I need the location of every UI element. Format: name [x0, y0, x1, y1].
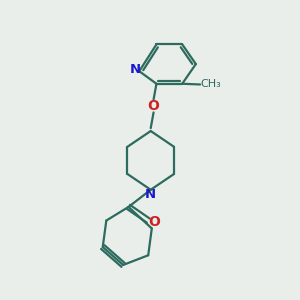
Text: CH₃: CH₃: [201, 80, 222, 89]
Text: N: N: [144, 188, 156, 201]
Text: O: O: [148, 214, 160, 229]
Text: O: O: [148, 99, 160, 113]
Text: N: N: [130, 63, 141, 76]
